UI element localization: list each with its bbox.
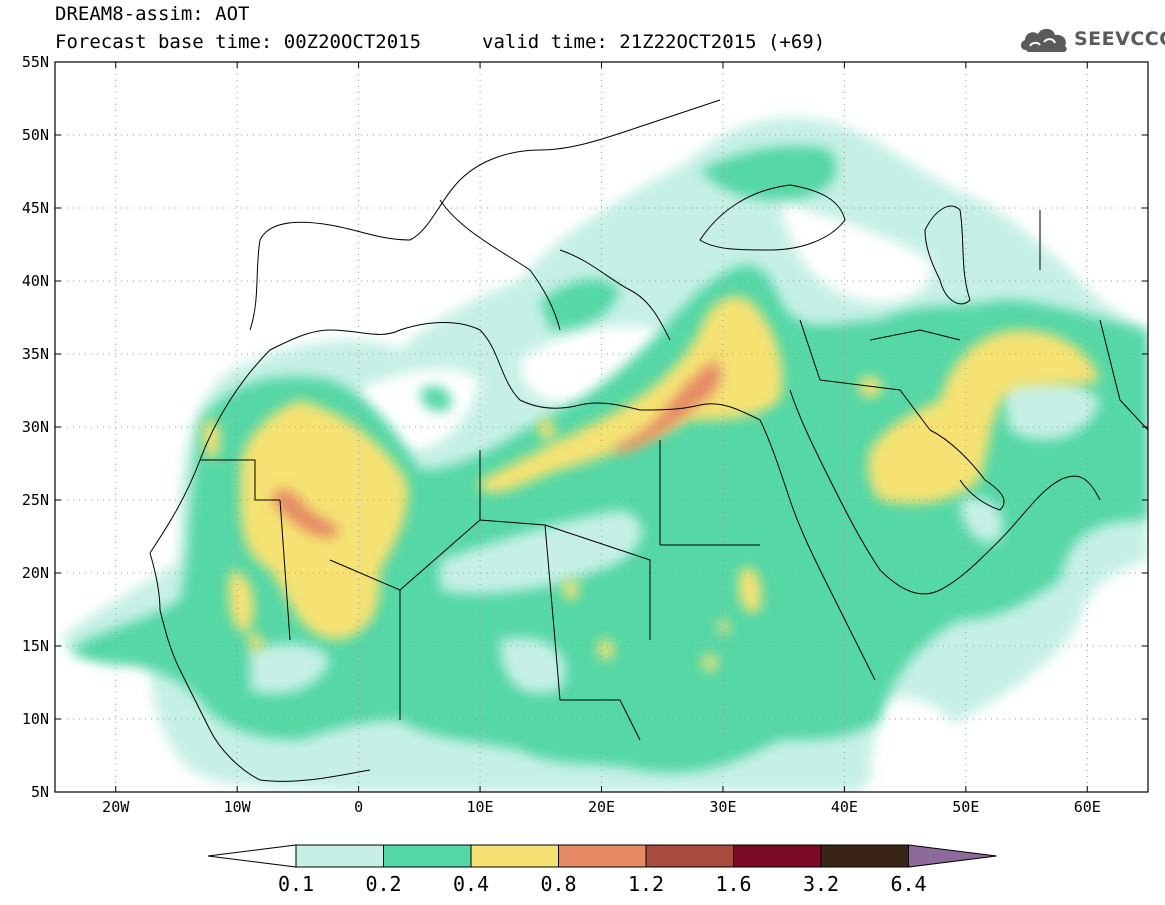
- colorbar-swatch: [470, 844, 559, 868]
- colorbar-level-label: 0.2: [365, 872, 402, 896]
- lat-label: 10N: [22, 710, 49, 728]
- seevccc-logo: SEEVCCC: [1018, 24, 1165, 56]
- lon-label: 20E: [588, 798, 615, 816]
- lon-label: 20W: [102, 798, 130, 816]
- aot-fields: [60, 117, 1148, 792]
- colorbar-level-label: 0.1: [277, 872, 315, 896]
- colorbar-level-label: 0.8: [540, 872, 577, 896]
- colorbar: [207, 844, 997, 868]
- valid-time: valid time: 21Z22OCT2015 (+69): [482, 31, 826, 53]
- colorbar-level-label: 0.4: [452, 872, 490, 896]
- colorbar-swatch: [558, 844, 647, 868]
- lat-label: 35N: [22, 345, 49, 363]
- forecast-base-time: Forecast base time: 00Z20OCT2015: [55, 31, 422, 53]
- lat-label: 30N: [22, 418, 49, 436]
- map-axes: 55N 50N 45N 40N 35N 30N 25N 20N 15N 10N 5N 20W 10W 0 1…: [22, 53, 1148, 816]
- colorbar-low-arrow: [207, 844, 297, 868]
- map-title: DREAM8-assim: AOT: [55, 3, 250, 25]
- lon-label: 50E: [952, 798, 979, 816]
- colorbar-level-label: 1.6: [715, 872, 752, 896]
- lat-label: 45N: [22, 199, 49, 217]
- colorbar-swatch: [733, 844, 822, 868]
- lat-label: 40N: [22, 272, 49, 290]
- colorbar-swatch: [820, 844, 909, 868]
- lat-label: 25N: [22, 491, 49, 509]
- map-grid: [55, 62, 1148, 792]
- lat-label: 5N: [31, 783, 49, 801]
- colorbar-high-arrow: [908, 844, 997, 868]
- lon-label: 10E: [467, 798, 494, 816]
- lon-label: 60E: [1074, 798, 1101, 816]
- colorbar-swatch: [295, 844, 384, 868]
- lat-label: 50N: [22, 126, 49, 144]
- lon-label: 0: [354, 798, 363, 816]
- aot-level-0-1-holes: [250, 376, 1100, 694]
- cloud-icon: [1020, 28, 1067, 52]
- colorbar-level-label: 1.2: [627, 872, 665, 896]
- logo-text: SEEVCCC: [1074, 28, 1165, 50]
- lon-label: 30E: [709, 798, 736, 816]
- coastlines-borders: [149, 99, 1148, 782]
- colorbar-swatch: [645, 844, 734, 868]
- lon-label: 10W: [224, 798, 252, 816]
- aot-level-0-8: [272, 360, 721, 538]
- colorbar-level-label: 3.2: [802, 872, 840, 896]
- lat-label: 55N: [22, 53, 49, 71]
- lat-label: 20N: [22, 564, 49, 582]
- colorbar-level-label: 6.4: [890, 872, 927, 896]
- colorbar-swatch: [383, 844, 472, 868]
- lat-label: 15N: [22, 637, 49, 655]
- lon-label: 40E: [831, 798, 858, 816]
